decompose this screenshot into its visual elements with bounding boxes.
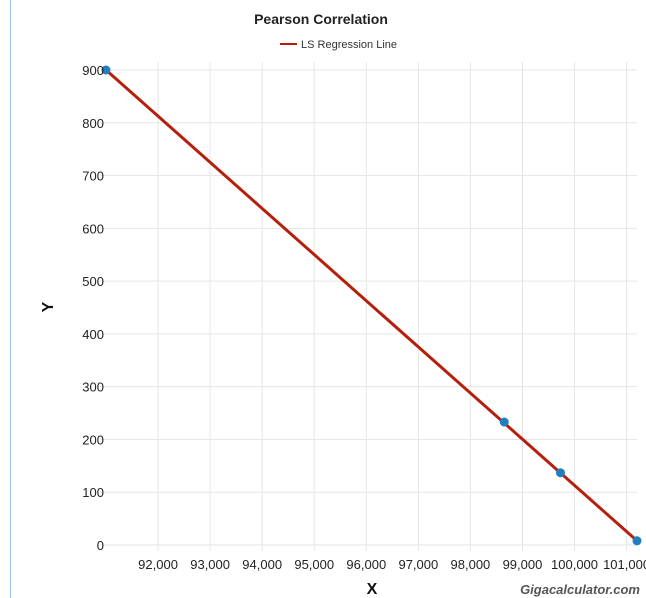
- regression-line-layer: [104, 68, 639, 543]
- x-tick-label: 93,000: [190, 557, 230, 572]
- left-border: [10, 0, 11, 598]
- x-tick-label: 96,000: [346, 557, 386, 572]
- grid-layer: [100, 62, 637, 551]
- x-tick-label: 94,000: [242, 557, 282, 572]
- data-points-layer: [101, 65, 642, 546]
- y-tick-label: 500: [82, 274, 104, 289]
- y-tick-label: 400: [82, 327, 104, 342]
- y-tick-label: 300: [82, 380, 104, 395]
- data-point: [555, 468, 565, 478]
- y-tick-label: 200: [82, 432, 104, 447]
- tick-labels-layer: 0 100 200 300 400 500 600 700 800 900 92,000 93,000…: [82, 63, 646, 572]
- y-tick-label: 700: [82, 169, 104, 184]
- watermark: Gigacalculator.com: [520, 582, 640, 597]
- x-tick-label: 101,000: [603, 557, 646, 572]
- x-tick-label: 95,000: [294, 557, 334, 572]
- data-point: [632, 536, 642, 546]
- y-tick-label: 900: [82, 63, 104, 78]
- chart-title: Pearson Correlation: [254, 11, 388, 27]
- regression-line: [104, 68, 639, 543]
- y-tick-label: 800: [82, 116, 104, 131]
- x-tick-label: 92,000: [138, 557, 178, 572]
- x-tick-label: 100,000: [551, 557, 598, 572]
- x-tick-label: 98,000: [451, 557, 491, 572]
- y-tick-label: 100: [82, 485, 104, 500]
- x-tick-label: 99,000: [503, 557, 543, 572]
- y-tick-label: 600: [82, 221, 104, 236]
- y-axis-title: Y: [40, 301, 57, 312]
- x-tick-label: 97,000: [398, 557, 438, 572]
- y-tick-label: 0: [97, 538, 104, 553]
- x-axis-title: X: [367, 581, 378, 598]
- data-point: [101, 65, 111, 75]
- legend-label: LS Regression Line: [301, 39, 397, 51]
- data-point: [499, 417, 509, 427]
